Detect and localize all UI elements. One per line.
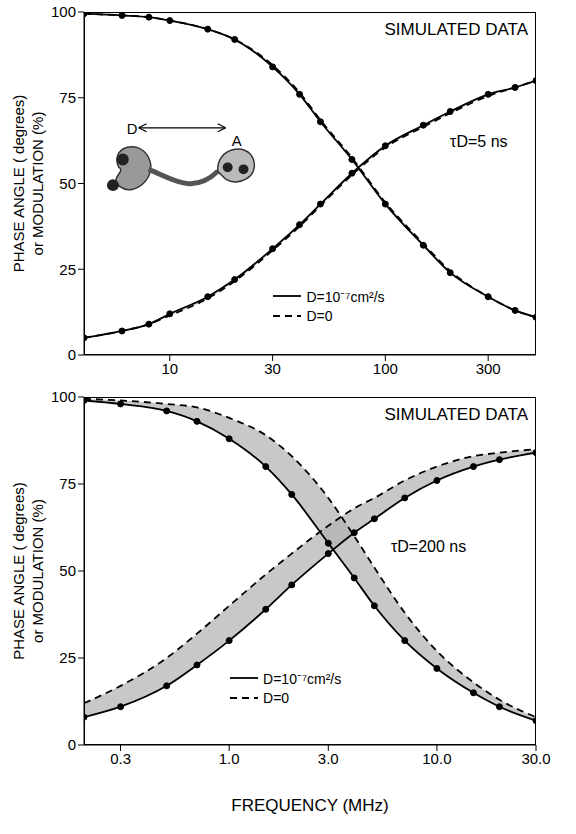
svg-text:300: 300 bbox=[476, 360, 501, 377]
html-text:D=10⁻⁷cm²/s: D=10⁻⁷cm²/s bbox=[263, 670, 342, 687]
svg-text:1.0: 1.0 bbox=[219, 750, 240, 767]
html-text:D=0: D=0 bbox=[306, 308, 333, 325]
svg-text:30.0: 30.0 bbox=[521, 750, 550, 767]
html-text:τD=200 ns: τD=200 ns bbox=[390, 537, 467, 555]
svg-text:10: 10 bbox=[161, 360, 178, 377]
html-text:D=10⁻⁷cm²/s: D=10⁻⁷cm²/s bbox=[306, 288, 385, 305]
svg-text:0: 0 bbox=[68, 346, 76, 363]
svg-text:0: 0 bbox=[68, 736, 76, 753]
svg-text:100: 100 bbox=[51, 388, 76, 405]
svg-text:10.0: 10.0 bbox=[422, 750, 451, 767]
html-text:τD=5 ns: τD=5 ns bbox=[450, 133, 508, 151]
html-text:SIMULATED DATA: SIMULATED DATA bbox=[384, 405, 528, 424]
svg-text:50: 50 bbox=[59, 175, 76, 192]
svg-text:or MODULATION (%): or MODULATION (%) bbox=[29, 499, 46, 643]
svg-text:or MODULATION (%): or MODULATION (%) bbox=[29, 112, 46, 256]
svg-text:30: 30 bbox=[264, 360, 281, 377]
svg-text:75: 75 bbox=[59, 89, 76, 106]
svg-text:100: 100 bbox=[51, 3, 76, 20]
svg-text:D: D bbox=[126, 121, 137, 137]
svg-text:50: 50 bbox=[59, 562, 76, 579]
svg-text:100: 100 bbox=[373, 360, 398, 377]
svg-text:A: A bbox=[231, 133, 241, 149]
html-text:D=0: D=0 bbox=[263, 690, 290, 707]
svg-text:PHASE ANGLE ( degrees): PHASE ANGLE ( degrees) bbox=[10, 482, 27, 660]
svg-text:0.3: 0.3 bbox=[110, 750, 131, 767]
svg-text:3.0: 3.0 bbox=[318, 750, 339, 767]
svg-text:25: 25 bbox=[59, 261, 76, 278]
svg-text:75: 75 bbox=[59, 475, 76, 492]
svg-text:25: 25 bbox=[59, 649, 76, 666]
html-text:SIMULATED DATA: SIMULATED DATA bbox=[384, 20, 528, 39]
svg-text:FREQUENCY (MHz): FREQUENCY (MHz) bbox=[231, 796, 388, 815]
svg-text:PHASE ANGLE ( degrees): PHASE ANGLE ( degrees) bbox=[10, 95, 27, 273]
